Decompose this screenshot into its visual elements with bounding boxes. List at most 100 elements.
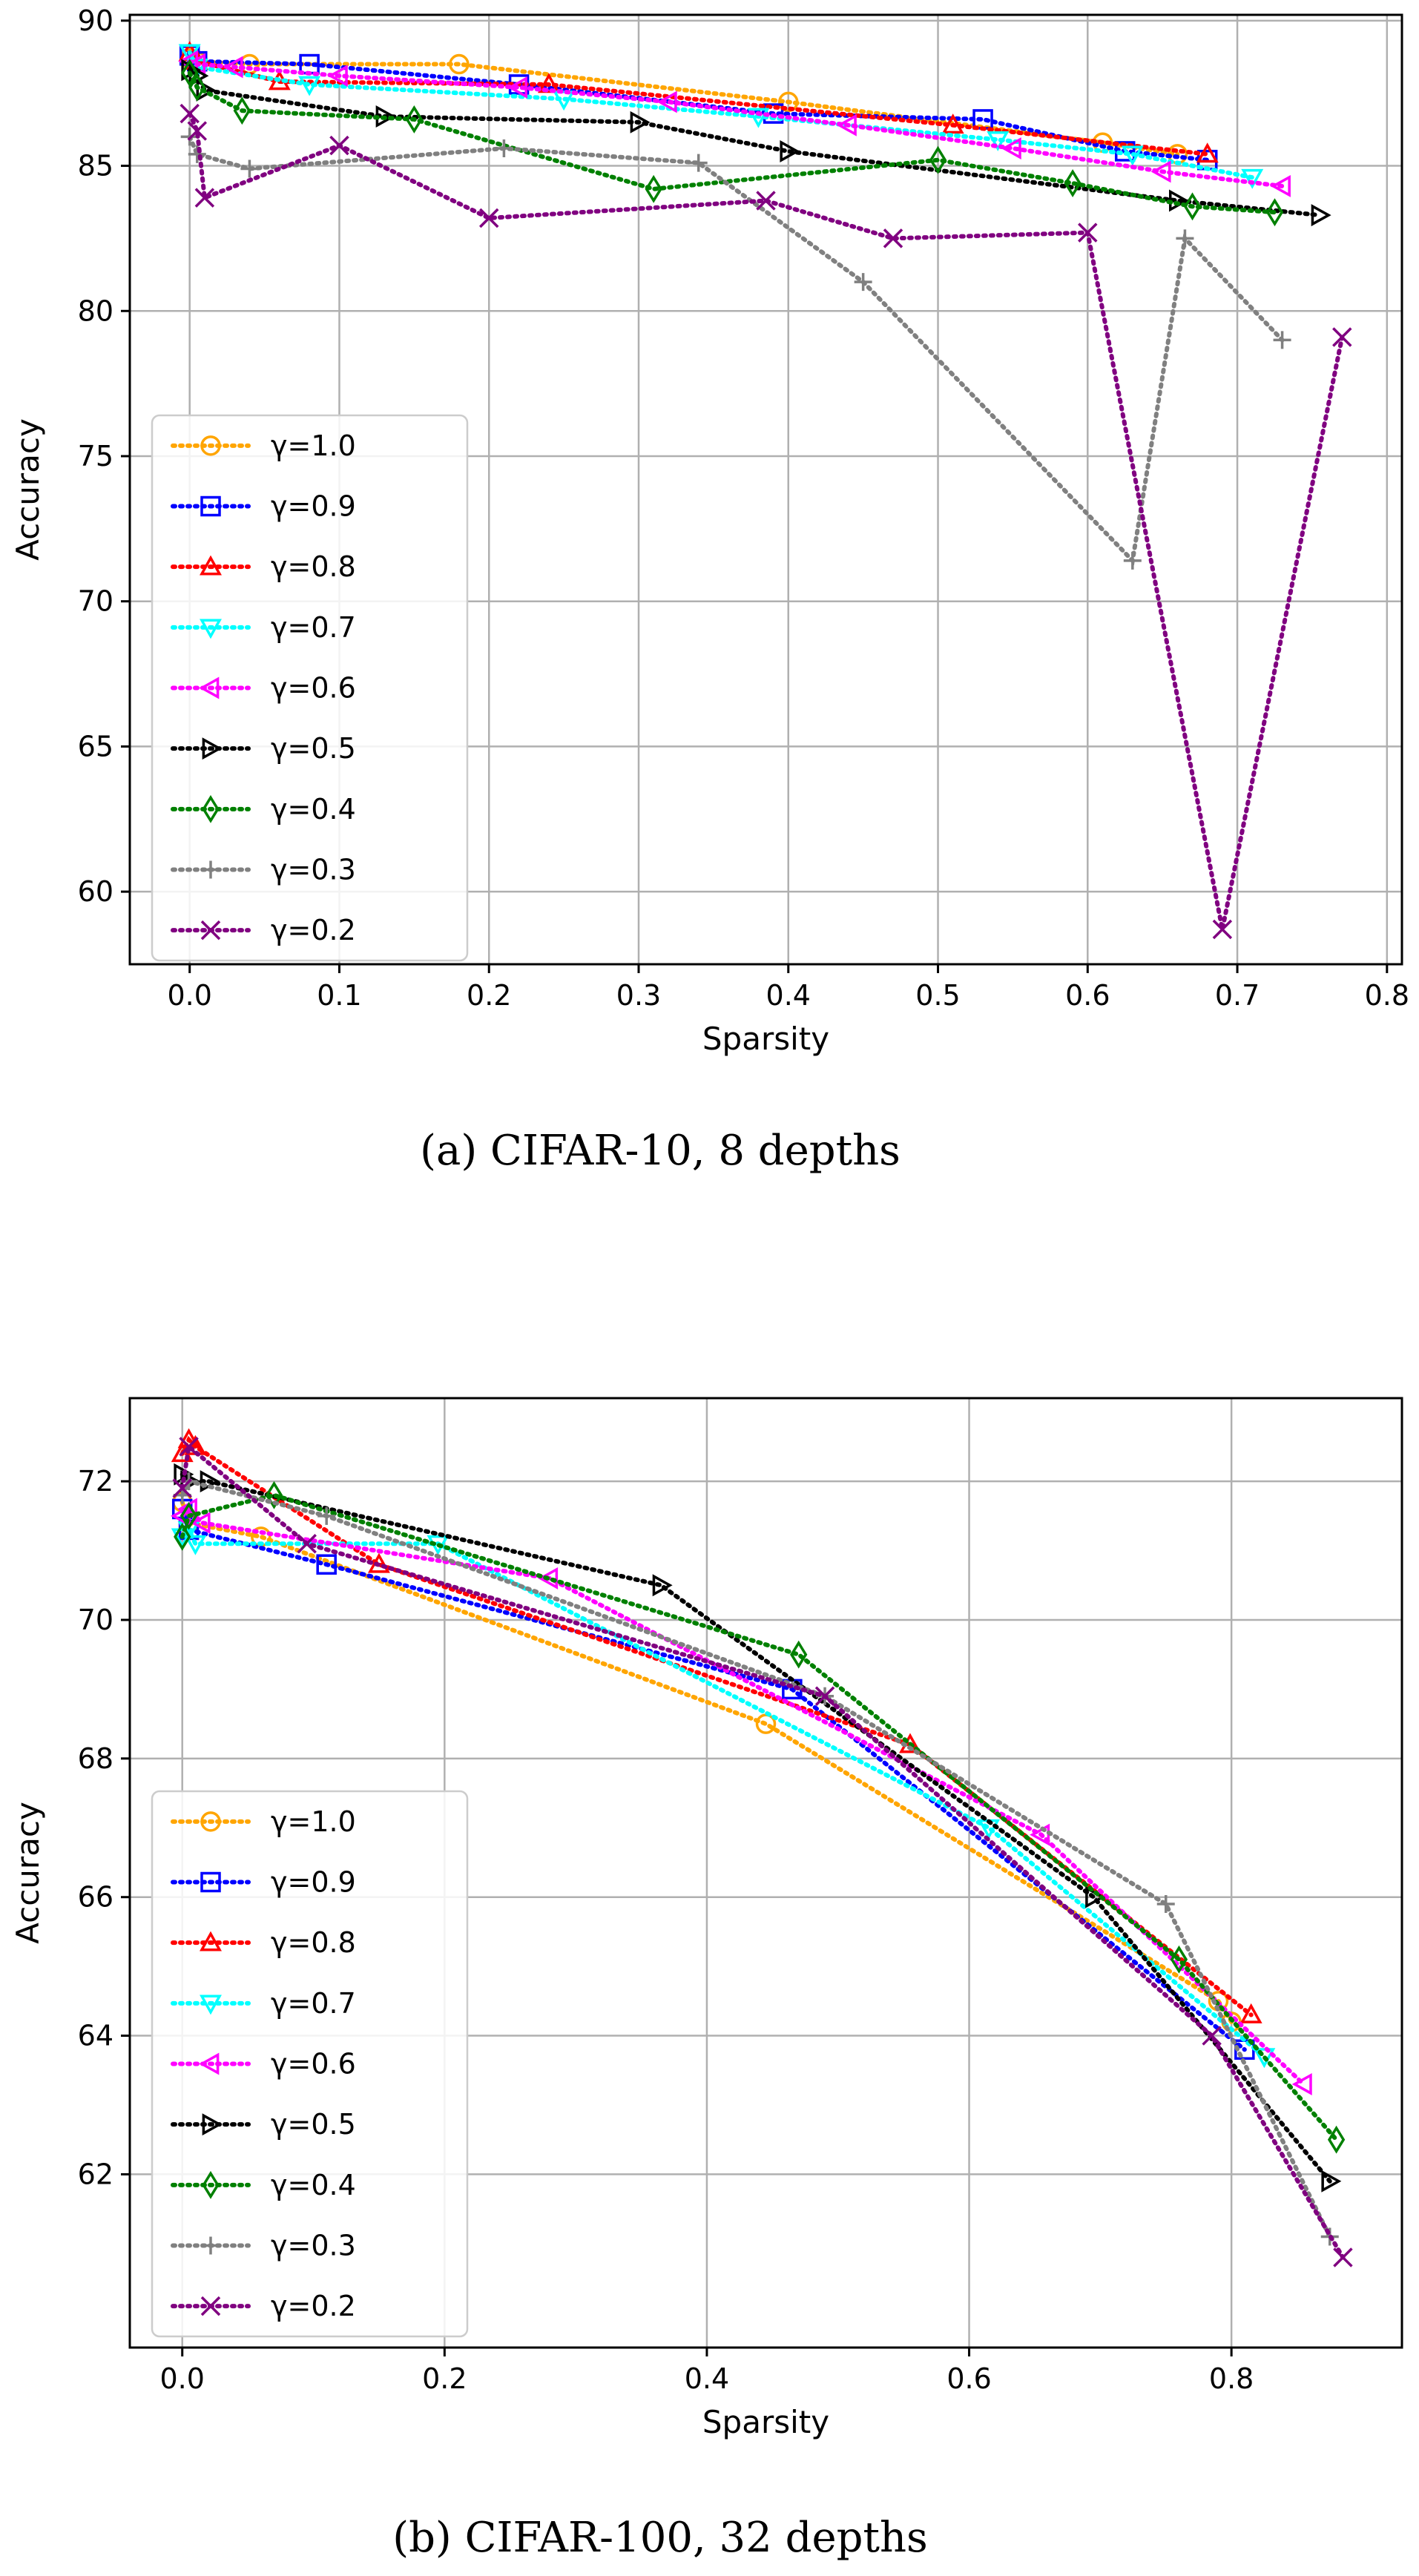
- x-tick-label: 0.8: [1365, 979, 1409, 1012]
- legend-marker: [202, 2236, 220, 2255]
- data-point: [1064, 169, 1081, 197]
- legend-label: γ=0.2: [271, 914, 356, 946]
- x-tick-label: 0.2: [422, 2362, 467, 2395]
- x-tick-label: 0.8: [1209, 2362, 1254, 2395]
- x-tick-label: 0.3: [616, 979, 661, 1012]
- x-tick-label: 0.1: [317, 979, 361, 1012]
- legend-label: γ=0.3: [271, 2230, 356, 2262]
- legend-label: γ=0.9: [271, 1866, 356, 1899]
- data-point: [780, 140, 800, 162]
- data-point: [538, 1567, 559, 1590]
- x-tick-label: 0.0: [160, 2362, 205, 2395]
- chart-panel-a: 0.0 0.1 0.2 0.3 0.4 0.5 0.6 0.7 0.8 60 65 70 75 80 85 9…: [10, 4, 1409, 1057]
- data-point: [987, 131, 1010, 151]
- data-point: [1114, 141, 1136, 162]
- legend-label: γ=0.8: [271, 1926, 356, 1959]
- data-point: [240, 159, 259, 178]
- legend-label: γ=0.5: [271, 2108, 356, 2141]
- data-point: [1176, 229, 1194, 248]
- data-point: [1121, 145, 1144, 166]
- data-point: [1321, 2170, 1342, 2193]
- data-point: [233, 96, 251, 125]
- data-point: [1333, 2247, 1353, 2267]
- data-point: [181, 59, 199, 88]
- legend-label: γ=0.4: [271, 793, 356, 826]
- legend-label: γ=0.8: [271, 550, 356, 583]
- data-point: [297, 1533, 317, 1554]
- data-point: [929, 145, 947, 174]
- series-line: [187, 67, 1323, 218]
- data-point: [1239, 2003, 1262, 2023]
- legend-marker: [202, 794, 220, 823]
- legend-label: γ=0.9: [271, 490, 356, 523]
- legend-item: γ=0.5: [171, 2108, 356, 2141]
- series-0-6: [178, 50, 1291, 197]
- plot-frame: [128, 1397, 1403, 2349]
- data-point: [180, 103, 200, 124]
- data-point: [190, 1512, 211, 1535]
- series-line: [187, 59, 1285, 188]
- data-point: [1123, 551, 1142, 570]
- y-tick-label: 64: [78, 2020, 113, 2052]
- series-line: [180, 1526, 1267, 2059]
- legend-item: γ=0.3: [171, 2230, 356, 2262]
- data-point: [652, 1574, 673, 1597]
- legend: γ=1.0 γ=0.9 γ=0.8 γ=0.7 γ=0.6 γ=0.5 γ=0.4 γ=0.3…: [151, 1790, 469, 2338]
- data-point: [316, 1554, 337, 1575]
- legend-item: γ=1.0: [171, 429, 356, 462]
- series-line: [187, 70, 1277, 215]
- legend-label: γ=0.5: [271, 732, 356, 765]
- legend-marker: [199, 2052, 220, 2075]
- data-point: [1150, 160, 1171, 183]
- data-point: [645, 174, 662, 203]
- legend-label: γ=0.6: [271, 2048, 356, 2081]
- legend-item: γ=0.9: [171, 490, 356, 523]
- data-point: [179, 1437, 199, 1457]
- data-point: [478, 208, 499, 228]
- data-point: [298, 76, 321, 96]
- data-point: [172, 1478, 192, 1498]
- x-tick-label: 0.6: [946, 2362, 991, 2395]
- data-point: [329, 135, 349, 156]
- data-point: [174, 1522, 191, 1551]
- legend-label: γ=0.7: [271, 1987, 356, 2020]
- plot-frame: [128, 13, 1403, 966]
- data-point: [1183, 192, 1202, 221]
- legend-marker: [199, 676, 220, 699]
- y-tick-label: 68: [78, 1742, 113, 1775]
- data-point: [180, 1501, 198, 1530]
- legend-label: γ=0.7: [271, 611, 356, 644]
- legend-box: [151, 1790, 469, 2338]
- legend-item: γ=0.8: [171, 1926, 356, 1959]
- data-point: [1332, 327, 1352, 347]
- legend-item: γ=0.7: [171, 1987, 356, 2020]
- y-tick-label: 85: [78, 150, 113, 182]
- legend-marker: [200, 1811, 221, 1832]
- legend-item: γ=1.0: [171, 1805, 356, 1838]
- x-tick-label: 0.0: [167, 979, 211, 1012]
- legend-marker: [202, 737, 223, 760]
- legend-item: γ=0.4: [171, 793, 356, 826]
- data-point: [747, 108, 770, 128]
- data-point: [327, 65, 348, 88]
- data-point: [194, 188, 215, 208]
- series-line: [187, 111, 1345, 930]
- legend-box: [151, 414, 469, 962]
- data-point: [495, 139, 513, 158]
- series-line: [180, 1442, 1346, 2260]
- caption-b: (b) CIFAR-100, 32 depths: [392, 2514, 928, 2562]
- data-point: [1196, 142, 1219, 163]
- legend-label: γ=0.3: [271, 854, 356, 886]
- data-point: [317, 1506, 336, 1525]
- x-tick-label: 0.4: [685, 2362, 729, 2395]
- legend-marker: [200, 2296, 221, 2316]
- data-point: [187, 121, 208, 141]
- data-point: [656, 90, 677, 113]
- legend-item: γ=0.4: [171, 2169, 356, 2201]
- data-point: [883, 228, 903, 248]
- legend-marker: [202, 860, 220, 879]
- data-point: [1265, 198, 1284, 227]
- data-point: [836, 113, 857, 136]
- data-point: [814, 1686, 835, 1706]
- data-point: [1327, 2125, 1346, 2154]
